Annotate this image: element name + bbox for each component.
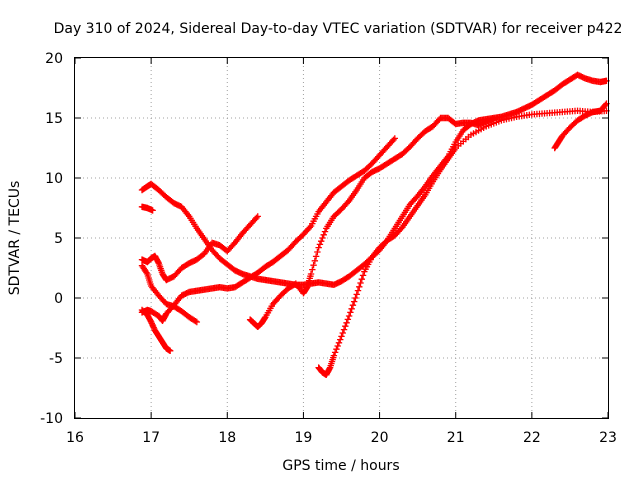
y-tick-label: -5: [49, 351, 63, 367]
data-point-marker: [310, 262, 317, 269]
series-7: [246, 114, 497, 330]
series-2: [138, 135, 398, 324]
data-point-marker: [316, 241, 324, 248]
series-3: [138, 213, 261, 284]
data-point-marker: [192, 318, 199, 325]
data-point-marker: [317, 238, 325, 245]
y-tick-label: 20: [45, 51, 63, 67]
series-9: [551, 100, 610, 152]
data-point-marker: [143, 269, 150, 276]
data-point-marker: [358, 276, 366, 283]
data-point-marker: [312, 253, 320, 260]
plot-frame: [74, 57, 609, 419]
data-point-marker: [353, 291, 360, 298]
series-5: [138, 262, 201, 326]
data-point-marker: [315, 244, 322, 251]
x-axis-label: GPS time / hours: [282, 458, 399, 474]
data-point-marker: [334, 342, 341, 350]
x-tick-label: 16: [66, 430, 84, 446]
data-point-marker: [345, 312, 353, 320]
data-point-marker: [344, 316, 352, 323]
data-point-marker: [354, 287, 362, 294]
data-point-marker: [391, 135, 398, 142]
data-point-marker: [306, 224, 313, 231]
data-point-marker: [307, 270, 315, 278]
x-tick-label: 22: [523, 430, 541, 446]
data-point-marker: [321, 228, 329, 235]
data-point-marker: [350, 298, 358, 305]
x-tick-label: 17: [142, 430, 160, 446]
x-tick-label: 21: [447, 430, 465, 446]
data-point-marker: [338, 333, 345, 340]
data-point-marker: [342, 323, 349, 330]
data-point-marker: [356, 283, 363, 290]
data-point-marker: [335, 339, 343, 346]
y-axis-label: SDTVAR / TECUs: [7, 181, 23, 296]
chart-title: Day 310 of 2024, Sidereal Day-to-day VTE…: [54, 21, 623, 37]
data-point-marker: [340, 326, 348, 333]
y-tick-label: 0: [54, 291, 63, 307]
data-point-marker: [390, 136, 397, 143]
data-point-marker: [347, 309, 354, 316]
data-point-marker: [337, 336, 344, 343]
data-point-marker: [359, 272, 367, 279]
data-point-marker: [166, 347, 174, 354]
y-tick-label: 15: [45, 111, 63, 127]
grid: [75, 58, 608, 418]
x-tick-label: 19: [295, 430, 313, 446]
data-point-marker: [333, 346, 340, 353]
data-point-marker: [339, 329, 346, 337]
data-point-marker: [319, 234, 326, 242]
series-6: [138, 203, 156, 214]
data-point-marker: [349, 302, 357, 309]
data-point-marker: [149, 207, 156, 214]
x-tick-label: 20: [371, 430, 389, 446]
data-point-marker: [254, 213, 261, 220]
x-tick-label: 23: [599, 430, 617, 446]
x-tick-label: 18: [218, 430, 236, 446]
axis-ticks: 16 17 18 19 20 21 22 23 20 15 10 5 0 -5 -10: [40, 51, 617, 446]
y-tick-label: 5: [54, 231, 63, 247]
data-point-marker: [348, 305, 355, 312]
data-point-marker: [343, 319, 350, 326]
series-8: [315, 107, 610, 378]
data-point-marker: [193, 318, 201, 326]
data-point-marker: [320, 231, 327, 238]
data-point-marker: [314, 248, 321, 256]
y-tick-label: -10: [40, 411, 63, 427]
y-tick-label: 10: [45, 171, 63, 187]
data-point-marker: [602, 101, 609, 108]
series-4: [138, 306, 174, 354]
data-point-marker: [309, 266, 316, 273]
data-point-marker: [330, 352, 338, 359]
data-point-marker: [331, 349, 339, 356]
data-point-marker: [357, 279, 364, 287]
data-point-marker: [352, 294, 359, 302]
data-point-marker: [253, 214, 260, 221]
plot-markers: [138, 71, 610, 378]
data-point-marker: [311, 257, 319, 264]
